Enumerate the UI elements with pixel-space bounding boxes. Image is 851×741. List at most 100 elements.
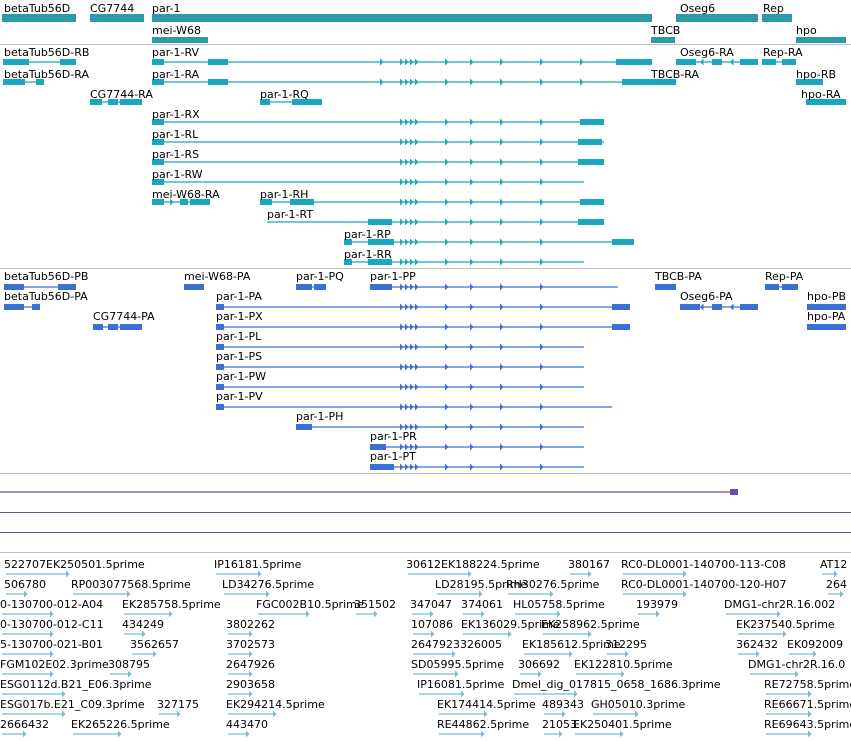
feature-label-rh30276-5prime[interactable]: RH30276.5prime <box>506 578 600 591</box>
feature-label-re44862-5prime[interactable]: RE44862.5prime <box>437 718 530 731</box>
feature-label-betatub56d-rb[interactable]: betaTub56D-RB <box>4 46 90 59</box>
exon-block[interactable] <box>93 324 103 330</box>
exon-block[interactable] <box>108 99 118 105</box>
feature-label-489343[interactable]: 489343 <box>542 698 584 711</box>
feature-label-3802262[interactable]: 3802262 <box>226 618 275 631</box>
exon-block[interactable] <box>762 59 776 65</box>
exon-block[interactable] <box>796 79 823 85</box>
gene-feature[interactable] <box>152 37 208 43</box>
feature-label-mei-w68[interactable]: mei-W68 <box>152 24 201 37</box>
exon-block[interactable] <box>260 199 272 205</box>
feature-label-par-1-rt[interactable]: par-1-RT <box>267 208 314 221</box>
feature-label-at12[interactable]: AT12 <box>820 558 848 571</box>
exon-block[interactable] <box>368 219 392 225</box>
feature-label-esg017b-e21-c09-3prime[interactable]: ESG017b.E21_C09.3prime <box>0 698 145 711</box>
exon-block[interactable] <box>152 139 164 145</box>
feature-label-par-1-rr[interactable]: par-1-RR <box>344 248 392 261</box>
feature-label-2647923326005[interactable]: 2647923326005 <box>411 638 502 651</box>
exon-block[interactable] <box>216 364 224 370</box>
exon-block[interactable] <box>712 304 722 310</box>
feature-label-hpo[interactable]: hpo <box>796 24 817 37</box>
exon-block[interactable] <box>296 424 312 430</box>
feature-label-362432[interactable]: 362432 <box>736 638 778 651</box>
exon-block[interactable] <box>578 139 602 145</box>
exon-block[interactable] <box>180 199 188 205</box>
feature-label-3562657[interactable]: 3562657 <box>130 638 179 651</box>
gene-feature[interactable] <box>676 14 758 22</box>
gene-feature[interactable] <box>152 14 652 22</box>
feature-label-ip16081-5prime[interactable]: IP16081.5prime <box>417 678 505 691</box>
exon-block[interactable] <box>190 199 210 205</box>
feature-label-par-1-ph[interactable]: par-1-PH <box>296 410 344 423</box>
exon-block[interactable] <box>580 199 604 205</box>
feature-label-ek258962-5prime[interactable]: EK258962.5prime <box>541 618 640 631</box>
feature-label-hl05758-5prime[interactable]: HL05758.5prime <box>513 598 605 611</box>
exon-block[interactable] <box>580 119 604 125</box>
exon-block[interactable] <box>120 324 142 330</box>
exon-block[interactable] <box>806 99 846 105</box>
exon-block[interactable] <box>712 59 722 65</box>
exon-block[interactable] <box>782 59 796 65</box>
feature-label-0-130700-012-c11[interactable]: 0-130700-012-C11 <box>0 618 104 631</box>
exon-block[interactable] <box>152 159 164 165</box>
feature-label-rc0-dl0001-140700-113-c08[interactable]: RC0-DL0001-140700-113-C08 <box>621 558 786 571</box>
feature-label-betatub56d-ra[interactable]: betaTub56D-RA <box>4 68 89 81</box>
exon-block[interactable] <box>208 59 228 65</box>
feature-label-par-1-rx[interactable]: par-1-RX <box>152 108 200 121</box>
feature-label-par-1-ra[interactable]: par-1-RA <box>152 68 200 81</box>
feature-label-oseg6-pa[interactable]: Oseg6-PA <box>680 290 733 303</box>
feature-label-fgc002b10-5prime[interactable]: FGC002B10.5prime <box>256 598 364 611</box>
feature-label-par-1-rs[interactable]: par-1-RS <box>152 148 200 161</box>
feature-label-ek174414-5prime[interactable]: EK174414.5prime <box>437 698 536 711</box>
feature-label-ek185612-5prime[interactable]: EK185612.5prime <box>522 638 621 651</box>
exon-block[interactable] <box>4 284 24 290</box>
exon-block[interactable] <box>216 404 224 410</box>
exon-block[interactable] <box>152 59 164 65</box>
exon-block[interactable] <box>370 284 392 290</box>
exon-block[interactable] <box>90 99 102 105</box>
feature-label-par-1-rv[interactable]: par-1-RV <box>152 46 200 59</box>
exon-block[interactable] <box>32 304 40 310</box>
feature-label-30612ek188224-5prime[interactable]: 30612EK188224.5prime <box>406 558 540 571</box>
exon-block[interactable] <box>578 159 604 165</box>
feature-label-ek294214-5prime[interactable]: EK294214.5prime <box>226 698 325 711</box>
feature-label-rep[interactable]: Rep <box>763 2 784 15</box>
feature-label-rep-pa[interactable]: Rep-PA <box>765 270 804 283</box>
feature-label-107086[interactable]: 107086 <box>411 618 453 631</box>
exon-block[interactable] <box>680 304 700 310</box>
feature-label-264[interactable]: 264 <box>826 578 847 591</box>
feature-label-dmel-dig-017815-0658-1686-3prime[interactable]: Dmel_dig_017815_0658_1686.3prime <box>512 678 721 691</box>
feature-label-par-1-pv[interactable]: par-1-PV <box>216 390 263 403</box>
exon-block[interactable] <box>60 59 76 65</box>
exon-block[interactable] <box>782 284 798 290</box>
exon-block[interactable] <box>36 79 44 85</box>
gene-feature[interactable] <box>90 14 144 22</box>
feature-label-tbcb-pa[interactable]: TBCB-PA <box>655 270 702 283</box>
exon-block[interactable] <box>578 219 604 225</box>
feature-label-cg7744-ra[interactable]: CG7744-RA <box>90 88 153 101</box>
feature-label-mei-w68-ra[interactable]: mei-W68-RA <box>152 188 220 201</box>
exon-block[interactable] <box>292 99 322 105</box>
exon-block[interactable] <box>368 259 392 265</box>
feature-label-par-1-px[interactable]: par-1-PX <box>216 310 263 323</box>
gene-feature[interactable] <box>2 14 76 22</box>
feature-label-ek285758-5prime[interactable]: EK285758.5prime <box>122 598 221 611</box>
feature-label-par-1-pl[interactable]: par-1-PL <box>216 330 262 343</box>
feature-label-0-130700-012-a04[interactable]: 0-130700-012-A04 <box>0 598 104 611</box>
exon-block[interactable] <box>216 304 224 310</box>
exon-block[interactable] <box>612 239 634 245</box>
exon-block[interactable] <box>184 284 204 290</box>
feature-label-oseg6-ra[interactable]: Oseg6-RA <box>680 46 734 59</box>
exon-block[interactable] <box>612 304 630 310</box>
feature-label-374061[interactable]: 374061 <box>461 598 503 611</box>
feature-label-ld28195-5prime[interactable]: LD28195.5prime <box>435 578 528 591</box>
exon-block[interactable] <box>370 444 386 450</box>
exon-block[interactable] <box>152 179 164 185</box>
feature-label-2647926[interactable]: 2647926 <box>226 658 275 671</box>
exon-block[interactable] <box>344 239 352 245</box>
feature-label-hpo-ra[interactable]: hpo-RA <box>801 88 841 101</box>
feature-label-par-1-rp[interactable]: par-1-RP <box>344 228 391 241</box>
exon-block[interactable] <box>260 99 270 105</box>
feature-label-hpo-pa[interactable]: hpo-PA <box>807 310 846 323</box>
feature-label-351502[interactable]: 351502 <box>354 598 396 611</box>
